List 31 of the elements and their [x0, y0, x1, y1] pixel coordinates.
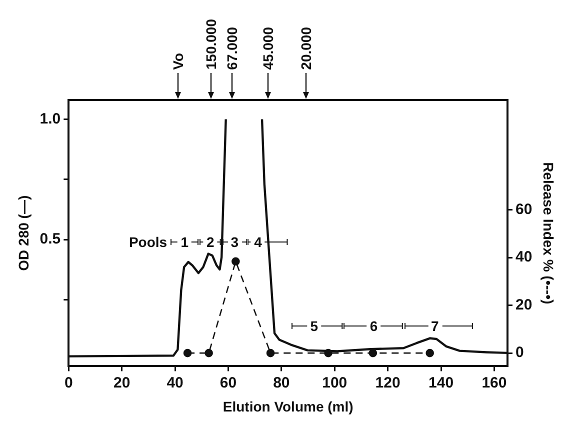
y2-tick-label: 0 [516, 344, 524, 362]
x-tick-label: 80 [273, 374, 290, 392]
text: 45.000 [260, 27, 276, 70]
y2-tick-label: 20 [516, 296, 532, 314]
annotation: 1 [180, 234, 189, 250]
annotation: 2 [206, 234, 214, 250]
y-axis-title: OD 280 (—) [15, 195, 32, 271]
text: Vo [170, 53, 186, 70]
y2-tick-label: 60 [516, 200, 532, 218]
annotation: 6 [370, 318, 378, 334]
y-tick-label: 0.5 [40, 230, 61, 248]
annotation: 3 [230, 234, 239, 250]
y-tick-label: 1.0 [40, 110, 61, 128]
x-tick-label: 120 [375, 374, 400, 392]
annotation: Pools [128, 234, 168, 250]
x-tick-label: 60 [220, 374, 237, 392]
text: 67.000 [224, 27, 240, 70]
x-tick-label: 0 [64, 374, 73, 392]
x-tick-label: 20 [114, 374, 130, 392]
y2-axis-title: Release Index % (•--•) [540, 162, 557, 304]
x-axis-title: Elution Volume (ml) [222, 398, 354, 414]
annotation: 7 [430, 318, 439, 334]
annotation: 5 [310, 318, 318, 334]
text: 150.000 [203, 19, 220, 70]
x-tick-label: 140 [428, 374, 454, 392]
annotation: 4 [254, 234, 262, 250]
text: 20.000 [298, 27, 314, 70]
y2-tick-label: 40 [516, 248, 532, 266]
x-tick-label: 100 [322, 374, 348, 392]
x-tick-label: 160 [482, 374, 507, 392]
x-tick-label: 40 [166, 374, 184, 392]
